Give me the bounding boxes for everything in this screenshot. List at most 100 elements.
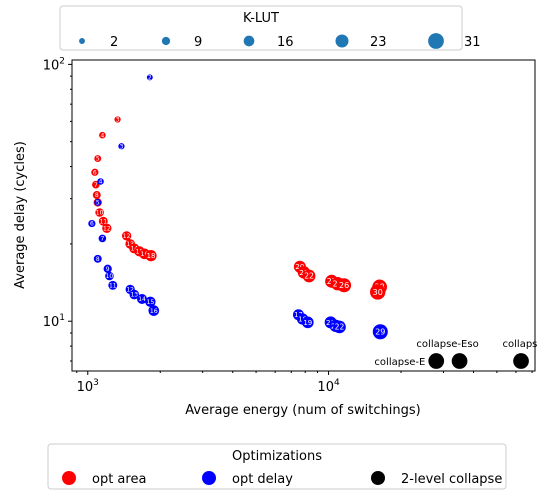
k-lut-legend-marker: [335, 34, 349, 48]
k-lut-legend-marker: [161, 36, 171, 46]
point-label: 8: [95, 192, 99, 199]
opt-delay-point: [94, 199, 102, 206]
point-label: 13: [130, 292, 138, 299]
point-label: 7: [94, 182, 98, 189]
x-tick-label: 103: [77, 378, 99, 395]
k-lut-legend-label: 16: [277, 35, 294, 50]
opt-area-point: [337, 278, 352, 293]
opt-delay-point: [137, 294, 148, 305]
point-label: 12: [123, 233, 131, 240]
point-label: 16: [150, 307, 158, 315]
point-label: 9: [106, 266, 110, 273]
point-annotation: collapse-E: [374, 357, 425, 368]
opt-delay-point: [148, 305, 160, 316]
2-level-collapse-point: [451, 353, 468, 369]
opt-area-point: [92, 191, 101, 199]
k-lut-legend-marker: [243, 35, 255, 47]
k-lut-legend: K-LUT 2 9 16 23 31: [59, 5, 481, 51]
opt-delay-point: [129, 289, 140, 300]
point-label: 5: [96, 156, 100, 163]
point-label: 13: [126, 241, 134, 248]
opt-delay-point: [108, 280, 118, 290]
x-tick-label: 104: [317, 378, 340, 395]
opt-delay-point: [97, 178, 104, 185]
opt-area-point: [114, 116, 121, 123]
point-label: 2: [148, 74, 152, 81]
opt-delay-point: [93, 254, 102, 263]
optimizations-legend-title: Optimizations: [232, 449, 322, 464]
point-label: 22: [304, 272, 314, 281]
point-label: 10: [96, 210, 104, 217]
point-label: 30: [373, 288, 383, 297]
k-lut-legend-title: K-LUT: [243, 11, 279, 26]
point-label: 4: [99, 179, 103, 186]
point-label: 19: [303, 319, 312, 327]
point-label: 18: [147, 252, 156, 260]
point-label: 20: [295, 262, 305, 271]
point-label: 5: [96, 200, 100, 207]
optimizations-legend-marker: [371, 471, 385, 485]
opt-delay-point: [88, 219, 96, 228]
k-lut-legend-frame: [59, 5, 463, 51]
optimizations-legend-frame: [47, 443, 507, 490]
opt-delay-point: [103, 264, 112, 273]
point-label: 8: [96, 256, 100, 263]
point-label: 11: [109, 282, 117, 289]
opt-area-point: [302, 269, 316, 283]
point-label: 6: [93, 169, 97, 176]
point-label: 26: [339, 281, 349, 290]
point-label: 3: [116, 117, 120, 124]
k-lut-legend-marker: [79, 38, 85, 44]
opt-delay-point: [333, 320, 346, 334]
k-lut-legend-label: 9: [194, 35, 202, 50]
opt-area-point: [145, 249, 157, 262]
point-label: 11: [99, 218, 107, 225]
opt-delay-point: [145, 296, 156, 307]
point-label: 16: [140, 250, 148, 258]
opt-delay-point: [98, 234, 107, 243]
y-tick-label: 102: [43, 56, 65, 73]
optimizations-legend-label: opt area: [92, 472, 146, 487]
opt-delay-point: [146, 74, 153, 81]
k-lut-legend-label: 31: [464, 35, 481, 50]
y-axis-label: Average delay (cycles): [13, 141, 28, 289]
point-label: 15: [146, 299, 154, 306]
point-label: 10: [106, 273, 114, 280]
opt-area-point: [91, 168, 99, 176]
opt-area-point: [94, 155, 102, 162]
point-label: 22: [335, 323, 345, 332]
y-tick-label: 101: [43, 313, 65, 330]
point-label: 14: [138, 296, 146, 303]
opt-area-point: [102, 223, 112, 233]
k-lut-legend-marker: [428, 33, 444, 49]
opt-delay-point: [105, 271, 114, 281]
point-label: 7: [100, 236, 104, 243]
opt-area-point: [121, 231, 132, 241]
point-label: 4: [100, 132, 104, 139]
2-level-collapse-point: [513, 353, 529, 369]
opt-delay-point: [301, 316, 314, 329]
point-label: 6: [90, 221, 94, 228]
k-lut-legend-label: 2: [110, 35, 118, 50]
point-label: 3: [120, 143, 124, 150]
point-label: 29: [375, 328, 385, 337]
opt-delay-point: [372, 324, 388, 340]
point-label: 17: [294, 311, 302, 319]
point-annotation: collapse-Eso: [416, 339, 478, 350]
optimizations-legend-label: 2-level collapse: [401, 472, 502, 487]
optimizations-legend: Optimizations opt area opt delay 2-level c…: [47, 443, 507, 490]
point-annotation: collapse: [503, 339, 537, 350]
opt-delay-point: [118, 143, 125, 150]
opt-area-point: [370, 284, 386, 300]
point-label: 12: [103, 225, 111, 232]
point-label: 14: [130, 246, 138, 253]
opt-area-point: [99, 131, 106, 139]
optimizations-legend-label: opt delay: [232, 472, 293, 487]
opt-area-point: [98, 216, 108, 226]
x-axis-label: Average energy (num of switchings): [185, 403, 420, 418]
k-lut-legend-label: 23: [370, 35, 387, 50]
2-level-collapse-point: [428, 353, 445, 369]
opt-area-point: [95, 208, 104, 217]
